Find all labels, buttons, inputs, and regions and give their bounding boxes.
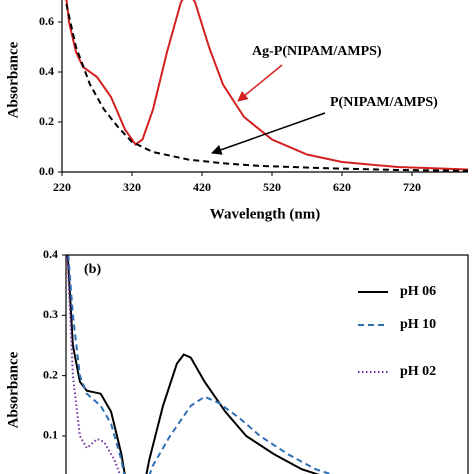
annotation-arrow [237,64,283,102]
plot-area [66,255,334,474]
y-tick-label: 0.4 [43,247,58,261]
y-tick-label: 0.6 [39,14,54,28]
y-tick-label: 0.3 [43,307,58,321]
x-tick-label: 320 [123,180,141,194]
y-tick-label: 0.2 [39,114,54,128]
data-line [66,255,320,474]
x-axis-title: Wavelength (nm) [210,206,320,222]
annotation: Ag-P(NIPAM/AMPS) [252,44,382,59]
plot-area [64,0,468,172]
legend-label: pH 02 [400,364,436,379]
data-line [64,0,468,172]
annotation-arrow [211,112,326,155]
y-tick-label: 0.0 [39,164,54,178]
x-tick-label: 220 [53,180,71,194]
x-tick-label: 420 [193,180,211,194]
panel-label: (b) [84,262,101,277]
y-axis-title: Absorbance [5,41,21,118]
y-tick-label: 0.4 [39,64,54,78]
legend-label: pH 10 [400,317,436,332]
annotation: P(NIPAM/AMPS) [330,95,438,110]
y-tick-label: 0.2 [43,367,58,381]
y-axis-title: Absorbance [5,351,21,428]
legend-label: pH 06 [400,284,436,299]
data-line [65,0,468,171]
data-line [67,255,334,474]
data-line [66,255,121,474]
x-tick-label: 620 [333,180,351,194]
plot-frame [65,254,469,474]
y-tick-label: 0.1 [43,428,58,442]
x-tick-label: 720 [403,180,421,194]
x-tick-label: 520 [263,180,281,194]
